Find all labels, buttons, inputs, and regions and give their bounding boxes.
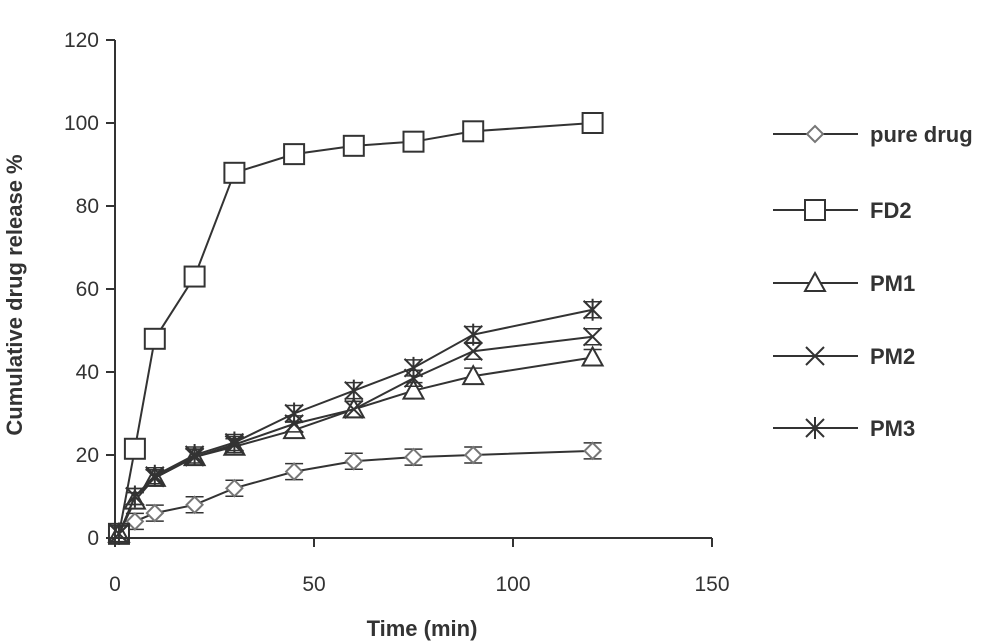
data-point bbox=[143, 327, 166, 350]
legend-item-PM3: PM3 bbox=[773, 416, 915, 441]
data-point bbox=[224, 478, 244, 498]
data-point bbox=[580, 345, 605, 367]
x-tick-label: 100 bbox=[495, 573, 530, 596]
plot-area bbox=[107, 112, 605, 545]
series-pure-drug bbox=[109, 441, 603, 544]
x-axis-title: Time (min) bbox=[367, 616, 478, 641]
data-point bbox=[185, 495, 205, 515]
y-tick-label: 80 bbox=[76, 195, 99, 218]
series-line bbox=[118, 356, 593, 535]
data-point bbox=[344, 399, 364, 420]
y-tick-label: 120 bbox=[64, 29, 99, 52]
data-point bbox=[342, 134, 365, 157]
data-point bbox=[184, 444, 205, 466]
data-point bbox=[403, 356, 424, 379]
data-point bbox=[344, 451, 364, 471]
data-point bbox=[581, 112, 604, 134]
data-point bbox=[224, 431, 245, 454]
legend-item-pure-drug: pure drug bbox=[773, 122, 973, 147]
data-point bbox=[404, 447, 423, 467]
data-point bbox=[401, 378, 426, 400]
data-point bbox=[463, 445, 483, 465]
data-point bbox=[223, 161, 246, 184]
y-axis-title: Cumulative drug release % bbox=[2, 154, 27, 435]
x-tick-label: 50 bbox=[302, 573, 325, 596]
data-point bbox=[145, 464, 165, 487]
series-PM2 bbox=[109, 327, 603, 544]
legend-marker bbox=[804, 199, 826, 221]
legend-item-PM2: PM2 bbox=[773, 344, 915, 369]
data-point bbox=[344, 379, 364, 402]
x-tick-label: 0 bbox=[109, 573, 121, 596]
data-point bbox=[109, 522, 129, 545]
data-point bbox=[461, 364, 485, 386]
data-point bbox=[402, 130, 425, 153]
legend-label: PM3 bbox=[870, 416, 915, 441]
data-point bbox=[463, 341, 483, 361]
data-point bbox=[582, 327, 603, 347]
y-tick-label: 60 bbox=[76, 278, 99, 301]
legend-marker bbox=[805, 417, 825, 439]
x-tick-label: 150 bbox=[694, 573, 729, 596]
data-point bbox=[123, 437, 146, 460]
data-point bbox=[284, 462, 304, 482]
data-point bbox=[283, 143, 306, 166]
legend-label: PM1 bbox=[870, 271, 915, 296]
y-tick-label: 20 bbox=[76, 444, 99, 467]
series-line bbox=[117, 122, 593, 535]
legend-label: pure drug bbox=[870, 122, 973, 147]
data-point bbox=[145, 503, 165, 523]
data-point bbox=[582, 298, 603, 321]
axes: 0 20 40 60 80 100 120 0 50 100 150 bbox=[64, 29, 730, 596]
series-PM1 bbox=[107, 345, 605, 543]
data-point bbox=[125, 485, 145, 508]
data-point bbox=[583, 441, 603, 461]
legend-label: FD2 bbox=[870, 198, 912, 223]
series-FD2 bbox=[107, 112, 604, 545]
data-point bbox=[183, 265, 206, 288]
legend-item-FD2: FD2 bbox=[773, 198, 912, 223]
legend-item-PM1: PM1 bbox=[773, 270, 915, 296]
legend-marker bbox=[805, 124, 825, 144]
legend-marker bbox=[805, 346, 825, 366]
data-point bbox=[125, 511, 145, 531]
y-tick-label: 0 bbox=[87, 527, 99, 550]
data-point bbox=[462, 120, 485, 143]
legend-label: PM2 bbox=[870, 344, 915, 369]
y-tick-label: 40 bbox=[76, 361, 99, 384]
legend: pure drug FD2 PM1 PM2 PM3 bbox=[773, 122, 973, 441]
legend-marker bbox=[803, 270, 827, 292]
series-PM3 bbox=[109, 298, 603, 545]
y-tick-label: 100 bbox=[64, 112, 99, 135]
data-point bbox=[284, 402, 304, 425]
series-line bbox=[118, 449, 593, 535]
series-line bbox=[118, 308, 593, 535]
data-point bbox=[463, 323, 483, 346]
